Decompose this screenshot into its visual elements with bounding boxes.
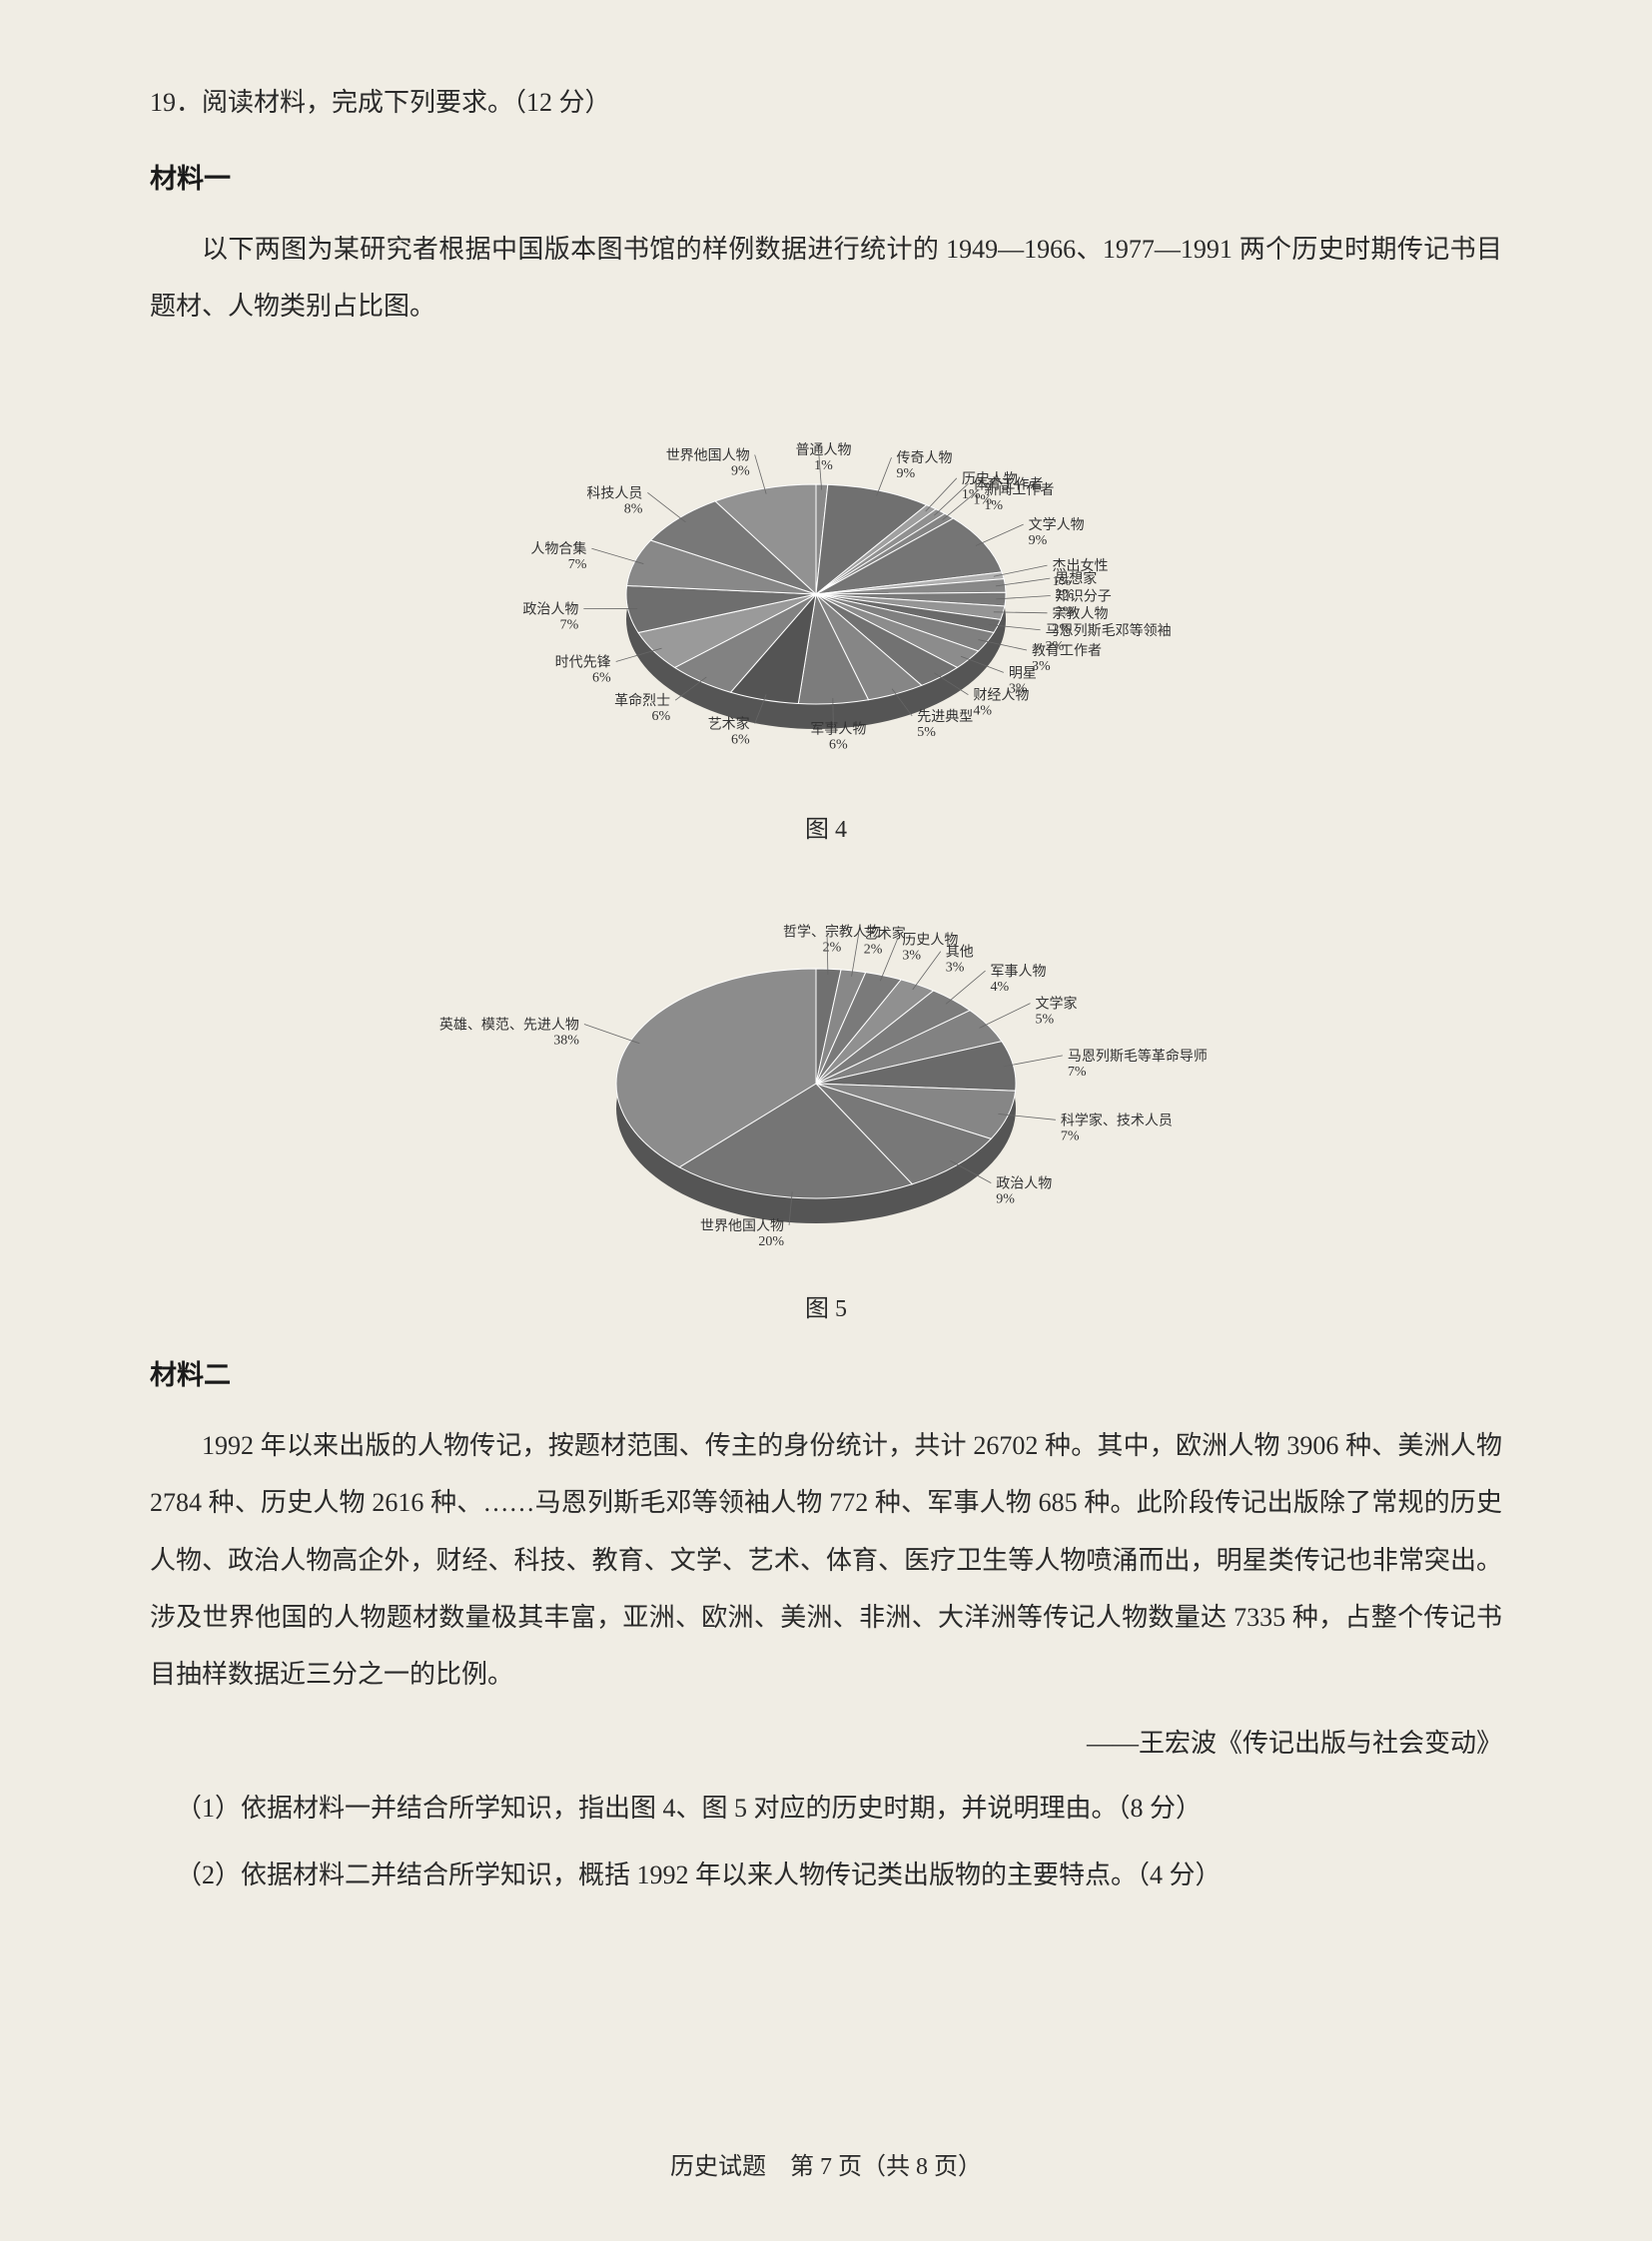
material2-paragraph: 1992 年以来出版的人物传记，按题材范围、传主的身份统计，共计 26702 种… xyxy=(150,1417,1502,1703)
svg-text:3%: 3% xyxy=(902,949,921,964)
svg-text:新闻工作者: 新闻工作者 xyxy=(984,482,1054,498)
svg-text:传奇人物: 传奇人物 xyxy=(897,449,953,466)
question-number: 19． xyxy=(150,88,202,117)
svg-text:6%: 6% xyxy=(731,733,750,748)
svg-text:9%: 9% xyxy=(996,1192,1015,1207)
svg-text:时代先锋: 时代先锋 xyxy=(555,655,611,671)
svg-text:1%: 1% xyxy=(814,458,833,473)
svg-text:科学家、技术人员: 科学家、技术人员 xyxy=(1061,1112,1173,1128)
page-footer: 历史试题 第 7 页（共 8 页） xyxy=(0,2146,1652,2181)
question-header: 19．阅读材料，完成下列要求。（12 分） xyxy=(150,80,1502,127)
chart1-container: 普通人物1%传奇人物9%历史人物1%体育工作者1%新闻工作者1%文学人物9%杰出… xyxy=(150,365,1502,844)
svg-text:政治人物: 政治人物 xyxy=(522,602,578,618)
svg-text:5%: 5% xyxy=(917,725,936,740)
pie-chart-2: 哲学、宗教人物2%艺术家2%历史人物3%其他3%军事人物4%文学家5%马恩列斯毛… xyxy=(416,874,1236,1273)
svg-text:财经人物: 财经人物 xyxy=(973,688,1029,704)
material1-paragraph: 以下两图为某研究者根据中国版本图书馆的样例数据进行统计的 1949—1966、1… xyxy=(150,221,1502,335)
pie-chart-1: 普通人物1%传奇人物9%历史人物1%体育工作者1%新闻工作者1%文学人物9%杰出… xyxy=(416,365,1236,794)
svg-text:2%: 2% xyxy=(864,943,883,958)
svg-text:文学人物: 文学人物 xyxy=(1029,517,1085,533)
svg-text:38%: 38% xyxy=(553,1034,579,1049)
svg-text:教育工作者: 教育工作者 xyxy=(1032,643,1102,659)
chart2-caption: 图 5 xyxy=(150,1288,1502,1323)
svg-text:8%: 8% xyxy=(624,502,643,517)
svg-text:7%: 7% xyxy=(560,618,579,633)
chart2-container: 哲学、宗教人物2%艺术家2%历史人物3%其他3%军事人物4%文学家5%马恩列斯毛… xyxy=(150,874,1502,1323)
svg-text:5%: 5% xyxy=(1035,1013,1054,1028)
svg-text:4%: 4% xyxy=(973,704,992,719)
svg-text:世界他国人物: 世界他国人物 xyxy=(700,1218,784,1234)
svg-text:9%: 9% xyxy=(731,464,750,479)
svg-text:宗教人物: 宗教人物 xyxy=(1052,606,1108,622)
svg-text:政治人物: 政治人物 xyxy=(996,1176,1052,1192)
subquestion-2: （2）依据材料二并结合所学知识，概括 1992 年以来人物传记类出版物的主要特点… xyxy=(150,1847,1502,1903)
svg-text:6%: 6% xyxy=(592,671,611,686)
svg-text:其他: 其他 xyxy=(946,945,974,961)
material1-title: 材料一 xyxy=(150,157,1502,196)
question-prompt: 阅读材料，完成下列要求。 xyxy=(202,88,513,117)
svg-text:军事人物: 军事人物 xyxy=(810,722,866,738)
svg-text:英雄、模范、先进人物: 英雄、模范、先进人物 xyxy=(439,1017,579,1034)
svg-text:军事人物: 军事人物 xyxy=(991,964,1047,980)
subquestion-1: （1）依据材料一并结合所学知识，指出图 4、图 5 对应的历史时期，并说明理由。… xyxy=(150,1780,1502,1837)
svg-text:6%: 6% xyxy=(829,738,848,753)
question-points: （12 分） xyxy=(513,88,611,117)
svg-text:6%: 6% xyxy=(651,709,670,724)
svg-text:思想家: 思想家 xyxy=(1055,570,1097,587)
svg-text:7%: 7% xyxy=(568,557,587,572)
svg-text:明星: 明星 xyxy=(1009,667,1037,682)
svg-text:科技人员: 科技人员 xyxy=(586,486,642,502)
svg-text:先进典型: 先进典型 xyxy=(917,709,973,725)
svg-text:马恩列斯毛等革命导师: 马恩列斯毛等革命导师 xyxy=(1068,1048,1208,1065)
svg-text:1%: 1% xyxy=(984,498,1003,513)
svg-text:7%: 7% xyxy=(1061,1128,1080,1143)
svg-text:世界他国人物: 世界他国人物 xyxy=(666,448,750,464)
svg-text:文学家: 文学家 xyxy=(1035,996,1077,1013)
svg-text:革命烈士: 革命烈士 xyxy=(614,692,670,709)
svg-text:艺术家: 艺术家 xyxy=(864,926,906,943)
material2-title: 材料二 xyxy=(150,1353,1502,1392)
svg-text:4%: 4% xyxy=(991,980,1010,995)
svg-text:9%: 9% xyxy=(897,466,916,481)
svg-text:7%: 7% xyxy=(1068,1065,1087,1080)
svg-text:9%: 9% xyxy=(1029,533,1048,548)
svg-text:20%: 20% xyxy=(758,1234,784,1249)
svg-text:普通人物: 普通人物 xyxy=(795,442,851,458)
svg-text:艺术家: 艺术家 xyxy=(708,716,750,733)
svg-text:知识分子: 知识分子 xyxy=(1056,588,1112,605)
svg-text:马恩列斯毛邓等领袖: 马恩列斯毛邓等领袖 xyxy=(1046,622,1172,639)
svg-text:3%: 3% xyxy=(946,961,965,976)
attribution: ——王宏波《传记出版与社会变动》 xyxy=(150,1723,1502,1760)
svg-text:2%: 2% xyxy=(823,940,842,955)
chart1-caption: 图 4 xyxy=(150,809,1502,844)
svg-text:人物合集: 人物合集 xyxy=(530,540,586,557)
